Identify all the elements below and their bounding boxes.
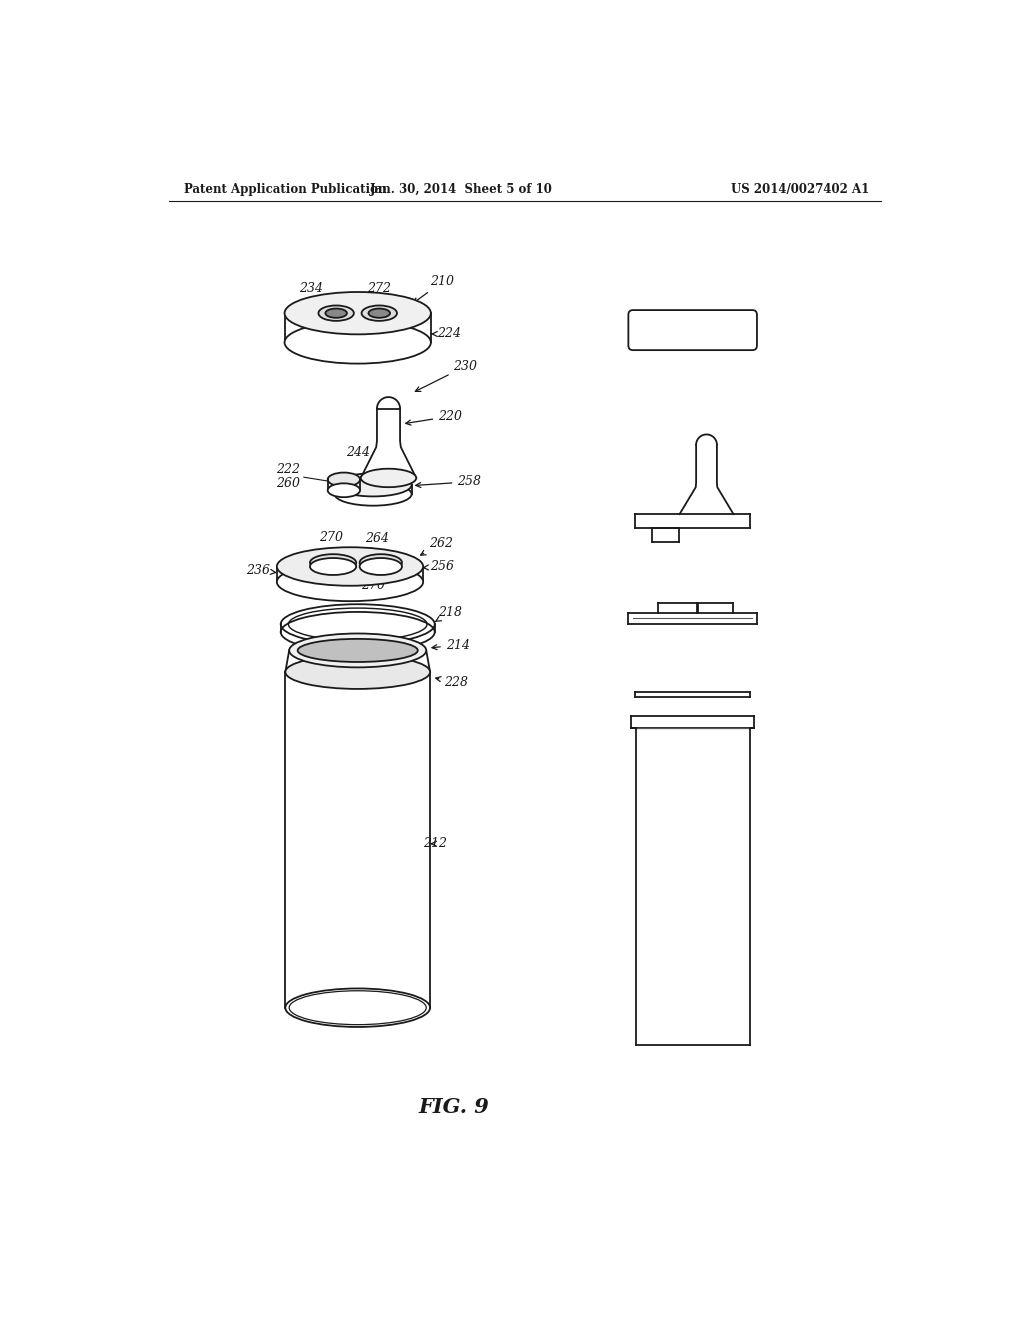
Ellipse shape	[359, 558, 402, 576]
Text: 262: 262	[421, 537, 453, 556]
Text: 236: 236	[246, 564, 275, 577]
Text: 256: 256	[424, 560, 455, 573]
Ellipse shape	[359, 554, 402, 572]
Text: 272: 272	[368, 282, 391, 296]
Text: 258: 258	[416, 475, 481, 488]
Ellipse shape	[318, 305, 354, 321]
Text: 270: 270	[361, 579, 385, 593]
Ellipse shape	[276, 562, 423, 601]
Ellipse shape	[276, 548, 423, 586]
Text: 270: 270	[318, 531, 343, 544]
Text: 214: 214	[432, 639, 470, 652]
Text: 244: 244	[346, 446, 370, 459]
Ellipse shape	[360, 469, 416, 487]
Text: Patent Application Publication: Patent Application Publication	[184, 182, 387, 195]
Text: Jan. 30, 2014  Sheet 5 of 10: Jan. 30, 2014 Sheet 5 of 10	[371, 182, 553, 195]
Ellipse shape	[286, 655, 430, 689]
Text: FIG. 9: FIG. 9	[419, 1097, 489, 1117]
Text: 228: 228	[436, 676, 468, 689]
Text: 210: 210	[414, 275, 455, 304]
Ellipse shape	[310, 558, 356, 576]
Text: 234: 234	[299, 282, 324, 296]
Ellipse shape	[328, 473, 360, 486]
Ellipse shape	[361, 305, 397, 321]
Text: 218: 218	[435, 606, 462, 622]
Text: 220: 220	[406, 409, 462, 425]
Text: 224: 224	[431, 327, 461, 341]
Ellipse shape	[310, 554, 356, 572]
Ellipse shape	[335, 474, 412, 496]
Ellipse shape	[369, 309, 390, 318]
Text: 222: 222	[276, 463, 300, 477]
Text: 260: 260	[276, 477, 300, 490]
Text: 264: 264	[365, 532, 389, 545]
Ellipse shape	[326, 309, 347, 318]
Text: US 2014/0027402 A1: US 2014/0027402 A1	[731, 182, 869, 195]
Ellipse shape	[298, 639, 418, 663]
Text: 230: 230	[416, 360, 477, 392]
Ellipse shape	[335, 483, 412, 506]
Ellipse shape	[289, 634, 426, 668]
Ellipse shape	[285, 292, 431, 334]
Ellipse shape	[285, 321, 431, 363]
Text: 212: 212	[423, 837, 446, 850]
Ellipse shape	[328, 483, 360, 498]
